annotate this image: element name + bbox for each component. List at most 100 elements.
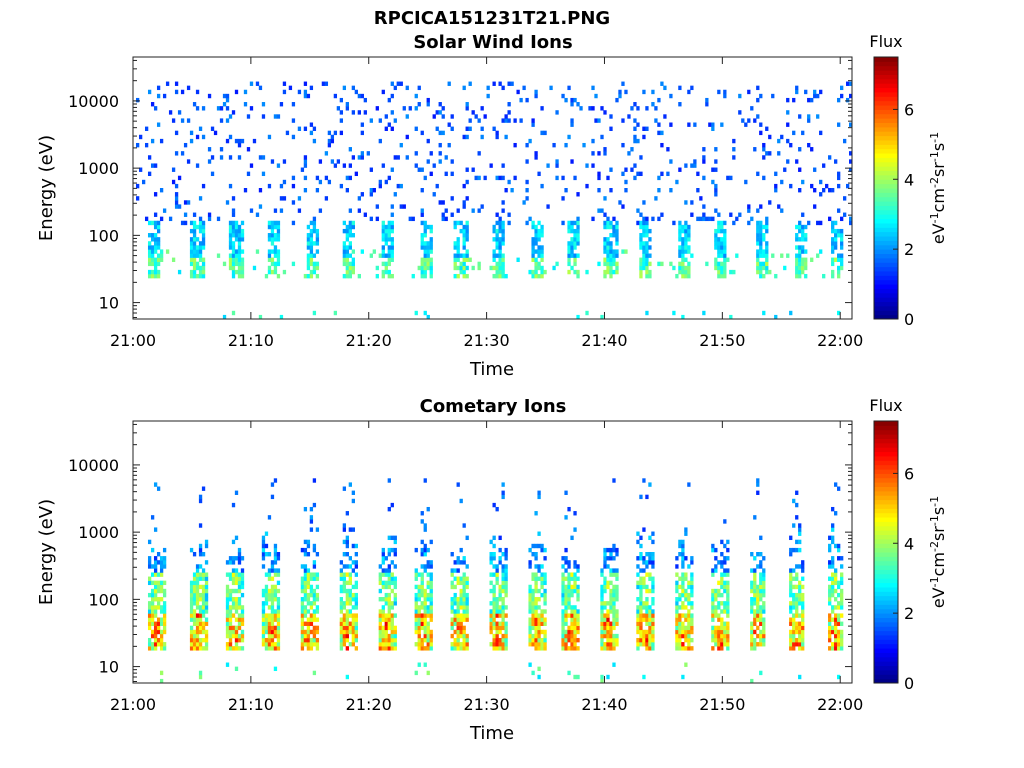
- heatmap-cell: [534, 605, 538, 610]
- heatmap-cell: [642, 527, 646, 532]
- heatmap-cell: [156, 253, 161, 258]
- heatmap-cell: [312, 241, 317, 246]
- x-tick-label: 22:00: [817, 695, 863, 714]
- heatmap-cell: [498, 547, 502, 553]
- heatmap-cell: [192, 265, 197, 271]
- heatmap-cell: [642, 613, 646, 618]
- heatmap-cell: [153, 609, 158, 614]
- heatmap-cell: [390, 204, 394, 209]
- heatmap-cell: [684, 245, 688, 250]
- heatmap-cell: [246, 114, 251, 119]
- heatmap-cell: [678, 233, 682, 238]
- heatmap-cell: [159, 629, 164, 635]
- heatmap-cell: [387, 257, 391, 262]
- heatmap-cell: [717, 560, 721, 565]
- heatmap-cell: [420, 273, 424, 279]
- heatmap-cell: [570, 220, 574, 226]
- heatmap-cell: [834, 637, 838, 643]
- heatmap-cell: [315, 597, 320, 602]
- heatmap-cell: [756, 253, 760, 258]
- heatmap-cell: [546, 204, 550, 209]
- heatmap-cell: [687, 237, 691, 242]
- colorbar-segment: [874, 508, 898, 514]
- heatmap-cell: [198, 629, 203, 635]
- heatmap-cell: [612, 233, 616, 238]
- heatmap-cell: [687, 625, 691, 631]
- heatmap-cell: [270, 601, 275, 606]
- heatmap-cell: [756, 269, 760, 275]
- heatmap-cell: [477, 151, 481, 156]
- heatmap-cell: [156, 245, 161, 250]
- heatmap-cell: [384, 637, 388, 643]
- heatmap-cell: [828, 625, 832, 631]
- heatmap-cell: [576, 224, 580, 230]
- heatmap-cell: [567, 592, 571, 598]
- heatmap-cell: [465, 592, 469, 598]
- heatmap-cell: [390, 220, 394, 226]
- cometary-axis-ticks: 21:00 21:10 21:20 21:30 21:40 21:50 22:0010100…: [68, 421, 863, 714]
- heatmap-cell: [426, 584, 430, 590]
- heatmap-cell: [387, 245, 391, 250]
- heatmap-cell: [825, 183, 829, 189]
- heatmap-cell: [180, 151, 185, 156]
- heatmap-cell: [378, 118, 382, 123]
- heatmap-cell: [273, 208, 278, 213]
- heatmap-cell: [540, 621, 544, 626]
- heatmap-cell: [792, 597, 796, 602]
- heatmap-cell: [567, 261, 571, 267]
- heatmap-cell: [498, 556, 502, 561]
- heatmap-cell: [717, 580, 721, 586]
- colorbar-segment: [874, 214, 898, 220]
- heatmap-cell: [390, 253, 394, 258]
- heatmap-cell: [459, 576, 463, 581]
- heatmap-cell: [498, 605, 502, 610]
- heatmap-cell: [462, 85, 466, 91]
- heatmap-cell: [456, 646, 460, 651]
- heatmap-cell: [504, 568, 508, 573]
- heatmap-cell: [162, 642, 167, 647]
- heatmap-cell: [276, 621, 281, 626]
- heatmap-cell: [795, 490, 799, 495]
- heatmap-cell: [393, 118, 397, 123]
- heatmap-cell: [450, 584, 454, 590]
- heatmap-cell: [153, 269, 158, 275]
- heatmap-cell: [462, 183, 466, 189]
- heatmap-cell: [831, 241, 835, 246]
- heatmap-cell: [393, 576, 397, 581]
- y-tick-label: 100: [88, 226, 119, 245]
- heatmap-cell: [645, 228, 649, 234]
- heatmap-cell: [567, 269, 571, 275]
- heatmap-cell: [429, 588, 433, 594]
- heatmap-cell: [237, 237, 242, 242]
- heatmap-cell: [504, 592, 508, 598]
- heatmap-cell: [798, 269, 802, 275]
- heatmap-cell: [501, 237, 505, 242]
- heatmap-cell: [204, 646, 209, 651]
- heatmap-cell: [153, 257, 158, 262]
- heatmap-cell: [414, 621, 418, 626]
- heatmap-cell: [162, 547, 167, 553]
- heatmap-cell: [462, 204, 466, 209]
- heatmap-cell: [453, 597, 457, 602]
- heatmap-cell: [753, 568, 757, 573]
- heatmap-cell: [225, 93, 230, 99]
- heatmap-cell: [384, 580, 388, 586]
- heatmap-cell: [153, 560, 158, 565]
- heatmap-cell: [504, 621, 508, 626]
- heatmap-cell: [501, 269, 505, 275]
- heatmap-cell: [603, 552, 607, 557]
- heatmap-cell: [267, 592, 272, 598]
- heatmap-cell: [384, 237, 388, 242]
- heatmap-cell: [450, 601, 454, 606]
- heatmap-cell: [375, 106, 379, 111]
- heatmap-cell: [834, 621, 838, 626]
- heatmap-cell: [465, 106, 469, 111]
- heatmap-cell: [393, 633, 397, 639]
- heatmap-cell: [189, 273, 194, 279]
- colorbar-tick-label: 6: [904, 464, 914, 483]
- heatmap-cell: [603, 147, 607, 152]
- heatmap-cell: [342, 572, 347, 577]
- heatmap-cell: [561, 572, 565, 577]
- heatmap-cell: [753, 637, 757, 643]
- heatmap-cell: [675, 621, 679, 626]
